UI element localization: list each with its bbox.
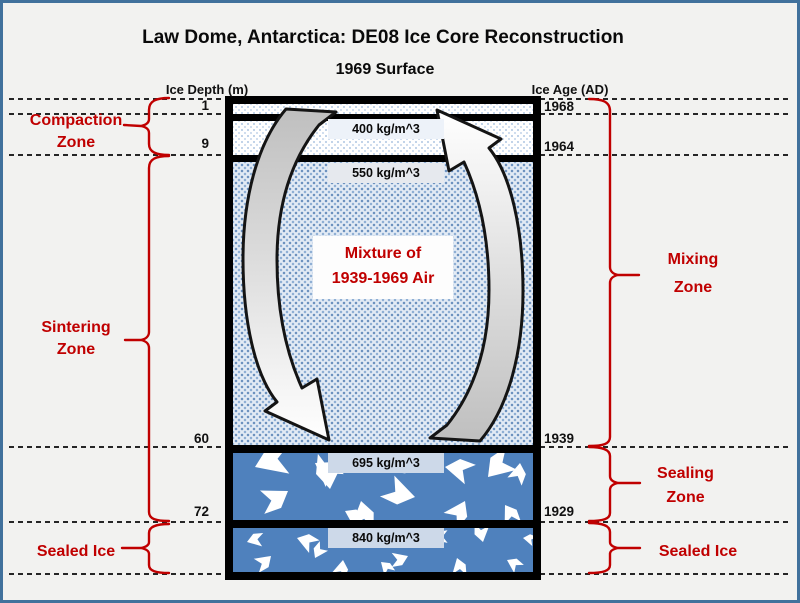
depth-tick-9: 9 [201,136,209,151]
age-tick-1964: 1964 [544,139,575,154]
age-tick-1968: 1968 [544,99,575,114]
age-tick-1939: 1939 [544,431,575,446]
sintering-zone-label: Sintering Zone [41,319,111,358]
sealed-ice-left-label: Sealed Ice [36,543,116,560]
air-mixture-callout: Mixture of 1939-1969 Air [313,236,453,299]
age-axis-label: Ice Age (AD) [531,82,609,97]
density-400-label: 400 kg/m^3 [328,119,444,139]
compaction-zone-label: Compaction Zone [29,112,123,151]
depth-axis-label: Ice Depth (m) [165,82,249,97]
density-695-label: 695 kg/m^3 [328,453,444,473]
depth-tick-72: 72 [193,504,209,519]
page-title: Law Dome, Antarctica: DE08 Ice Core Reco… [142,27,624,48]
layer-divider [233,155,533,162]
sealed-ice-right-label: Sealed Ice [658,543,738,560]
density-840-label: 840 kg/m^3 [328,528,444,548]
layer-divider [233,445,533,453]
density-550-label: 550 kg/m^3 [328,163,444,183]
layer-divider [233,114,533,121]
mixing-zone-label: Mixing Zone [667,251,719,296]
age-tick-1929: 1929 [544,504,575,519]
surface-strip-layer [233,104,533,114]
layer-divider [233,520,533,528]
mixing-density-550-layer [233,162,533,445]
depth-tick-1: 1 [201,98,209,113]
depth-tick-60: 60 [193,431,209,446]
sealing-zone-label: Sealing Zone [657,465,714,506]
surface-subtitle: 1969 Surface [335,61,435,78]
